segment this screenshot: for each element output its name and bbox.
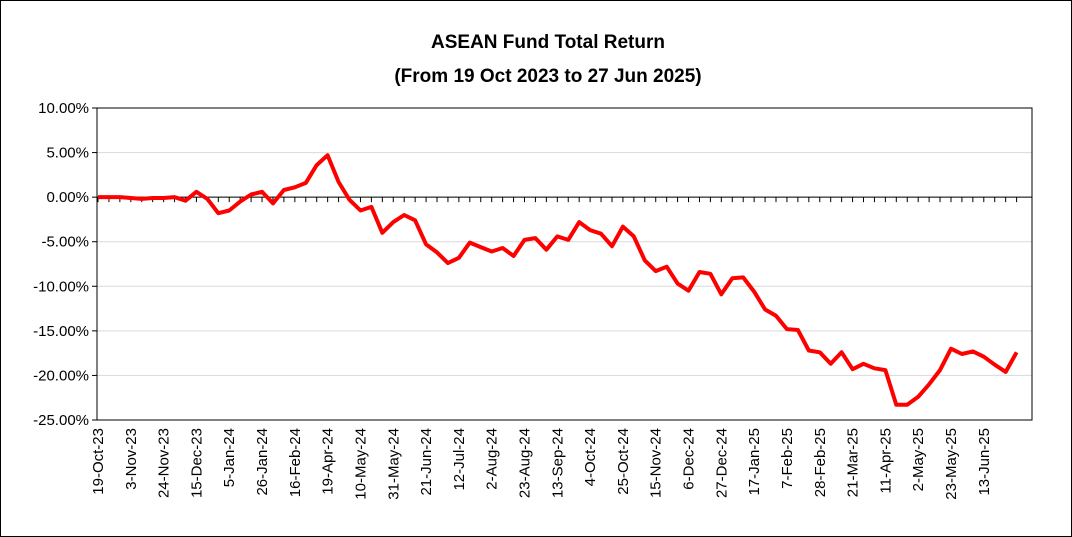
x-tick-label: 6-Dec-24	[681, 428, 698, 490]
x-tick-label: 2-May-25	[910, 428, 927, 491]
x-tick-label: 26-Jan-24	[254, 428, 271, 496]
data-line	[98, 153, 1019, 407]
x-tick-label: 21-Mar-25	[845, 428, 862, 497]
x-tick-label: 15-Dec-23	[188, 428, 205, 498]
x-tick-label: 15-Nov-24	[648, 428, 665, 498]
y-tick-label: -15.00%	[33, 323, 89, 340]
x-tick-label: 25-Oct-24	[615, 428, 632, 495]
x-tick-label: 27-Dec-24	[713, 428, 730, 498]
x-tick-label: 7-Feb-25	[779, 428, 796, 489]
y-tick-label: 10.00%	[38, 100, 89, 117]
y-tick-label: 5.00%	[46, 145, 89, 162]
x-tick-label: 19-Oct-23	[90, 428, 107, 495]
chart-subtitle: (From 19 Oct 2023 to 27 Jun 2025)	[394, 66, 701, 87]
x-tick-label: 16-Feb-24	[287, 428, 304, 497]
x-tick-label: 24-Nov-23	[156, 428, 173, 498]
x-tick-label: 4-Oct-24	[582, 428, 599, 486]
plot-border	[96, 107, 1033, 421]
x-tick-label: 12-Jul-24	[451, 428, 468, 491]
x-tick-label: 23-Aug-24	[516, 428, 533, 498]
x-tick-label: 11-Apr-25	[877, 428, 894, 494]
x-tick-label: 21-Jun-24	[418, 428, 435, 496]
y-tick-label: -25.00%	[33, 412, 89, 429]
y-tick-label: -20.00%	[33, 367, 89, 384]
x-tick-label: 13-Jun-25	[976, 428, 993, 496]
x-tick-label: 13-Sep-24	[549, 428, 566, 498]
plot-area	[97, 108, 1032, 420]
x-tick-label: 23-May-25	[943, 428, 960, 500]
x-tick-label: 2-Aug-24	[484, 428, 501, 490]
x-tick-label: 28-Feb-25	[812, 428, 829, 497]
x-tick-label: 19-Apr-24	[320, 428, 337, 495]
y-tick-label: -5.00%	[41, 234, 89, 251]
x-tick-label: 31-May-24	[385, 428, 402, 500]
x-tick-label: 17-Jan-25	[746, 428, 763, 496]
x-tick-label: 10-May-24	[352, 428, 369, 500]
y-tick-label: -10.00%	[33, 278, 89, 295]
chart-title: ASEAN Fund Total Return	[431, 32, 665, 53]
y-tick-label: 0.00%	[46, 189, 89, 206]
x-tick-label: 5-Jan-24	[221, 428, 238, 487]
x-tick-label: 3-Nov-23	[123, 428, 140, 490]
